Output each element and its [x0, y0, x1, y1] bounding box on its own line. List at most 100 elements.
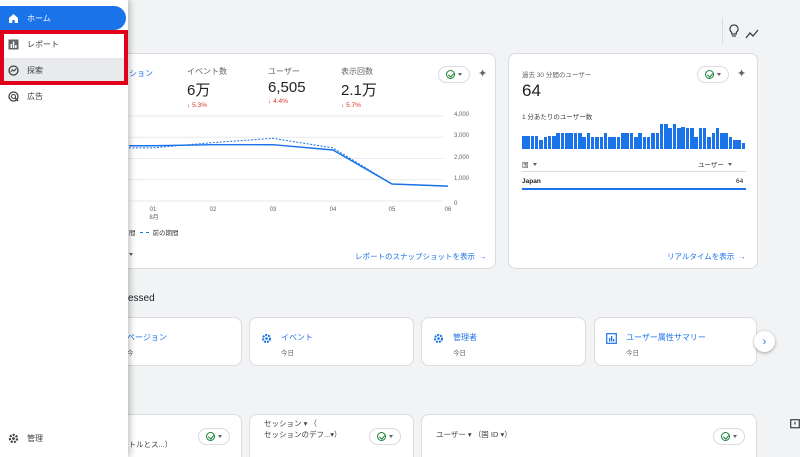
home-icon [7, 12, 19, 24]
sidebar-item-ads[interactable]: 広告 [0, 84, 126, 108]
bottom-card-users: ユーザー ▾ （国 ID ▾） [421, 414, 757, 457]
sidebar-item-reports[interactable]: レポート [0, 32, 126, 56]
recent-item-admin[interactable]: 管理者 今日 [421, 317, 586, 366]
per-minute-bar [599, 137, 604, 149]
compare-status-dropdown[interactable] [438, 66, 470, 83]
dimension-selector[interactable]: くイトルとス...） [121, 429, 173, 449]
per-minute-bar [534, 135, 539, 149]
x-tick-label: 04 [329, 207, 337, 213]
sidebar-item-label: 探索 [27, 65, 43, 75]
sidebar-item-label: レポート [27, 39, 59, 49]
y-tick-label: 2,000 [454, 154, 470, 161]
per-minute-bar [741, 143, 746, 149]
dimension-selector[interactable]: セッション ▾ （セッションのデフ...▾） [264, 419, 342, 439]
sidebar-item-label: 管理 [27, 433, 43, 443]
recent-item-sub: 今日 [281, 350, 294, 357]
per-minute-bar [668, 128, 672, 149]
recent-item-events[interactable]: イベント 今日 [249, 317, 414, 366]
legend-previous: 前の期間 [152, 230, 179, 237]
metric-views[interactable]: 表示回数 2.1万 ↓ 5.7% [341, 66, 377, 109]
per-minute-bar [539, 140, 543, 149]
sidebar-item-explore[interactable]: 探索 [0, 58, 126, 82]
per-minute-label: 1 分あたりのユーザー数 [522, 114, 593, 121]
users-column-header[interactable]: ユーザー [698, 159, 732, 169]
per-minute-bar [616, 137, 621, 149]
tab-label-partial[interactable]: ション [129, 69, 153, 78]
line-chart [129, 115, 449, 202]
per-minute-bar [595, 137, 599, 149]
per-minute-bar [552, 135, 556, 149]
per-minute-bar [733, 140, 737, 149]
sidebar: ホーム レポート 探索 広告 管理 [0, 0, 128, 457]
x-tick-label: 01 [149, 207, 157, 213]
metric-value: 2.1万 [341, 82, 377, 99]
view-realtime-link[interactable]: リアルタイムを表示 → [667, 252, 746, 261]
trend-icon[interactable] [745, 26, 759, 39]
per-minute-bar [685, 128, 690, 149]
bottom-card-sessions: セッション ▾ （セッションのデフ...▾） [249, 414, 414, 457]
per-minute-bar [590, 137, 595, 149]
sparkle-insights-icon[interactable]: ✦ [737, 68, 747, 80]
per-minute-bar [711, 132, 716, 149]
chart-legend: 間 前の期間 [129, 227, 179, 237]
per-minute-bar [737, 140, 741, 149]
per-minute-bar [638, 132, 642, 149]
chevron-down-icon [733, 435, 737, 438]
chevron-down-icon [218, 435, 222, 438]
bar-chart-icon [7, 38, 19, 50]
insights-lightbulb-icon[interactable] [728, 24, 740, 38]
arrow-down-icon: ↓ [341, 102, 347, 109]
metric-value: 6万 [187, 82, 211, 99]
per-minute-bar [634, 137, 638, 149]
y-tick-label: 0 [454, 201, 458, 207]
series-line-previous [129, 137, 449, 187]
metric-users[interactable]: ユーザー 6,505 ↓ 4.4% [268, 66, 306, 105]
sidebar-item-home[interactable]: ホーム [0, 6, 126, 30]
gear-icon [433, 331, 444, 343]
check-circle-icon [721, 432, 730, 441]
metric-events[interactable]: イベント数 6万 ↓ 5.3% [187, 66, 227, 109]
status-dropdown[interactable] [369, 428, 401, 445]
dimension-selector[interactable]: ユーザー ▾ （国 ID ▾） [436, 430, 512, 439]
x-tick-label: 02 [209, 207, 217, 213]
recent-item-title: 管理者 [453, 333, 477, 342]
recent-item-sub: 今日 [453, 350, 466, 357]
sparkle-insights-icon[interactable]: ✦ [478, 68, 488, 80]
view-snapshot-link[interactable]: レポートのスナップショットを表示 → [355, 252, 487, 261]
country-row-name: Japan [522, 178, 541, 185]
per-minute-bar [651, 132, 655, 149]
chevron-down-icon [727, 162, 732, 166]
top-bar [0, 0, 800, 52]
carousel-next-button[interactable]: › [754, 331, 775, 352]
per-minute-bar [664, 124, 668, 149]
country-column-header[interactable]: 国 [522, 159, 537, 169]
realtime-value: 64 [522, 81, 541, 100]
per-minute-bar [530, 135, 535, 149]
y-tick-label: 3,000 [454, 133, 470, 140]
check-circle-icon [377, 432, 386, 441]
per-minute-bar [547, 135, 552, 149]
chevron-down-icon [458, 73, 462, 76]
gear-icon [7, 432, 19, 444]
feedback-icon[interactable] [790, 418, 800, 430]
per-minute-bar [642, 137, 647, 149]
x-axis-month: 8月 [149, 215, 159, 221]
per-minute-bar [672, 124, 677, 149]
per-minute-bar [681, 126, 685, 149]
status-dropdown[interactable] [713, 428, 745, 445]
date-range-dropdown[interactable] [129, 253, 133, 256]
recent-item-sub: 今日 [626, 350, 639, 357]
y-tick-label: 1,000 [454, 175, 470, 182]
realtime-status-dropdown[interactable] [697, 66, 729, 83]
per-minute-bar [556, 132, 560, 149]
check-circle-icon [206, 432, 215, 441]
per-minute-bar [625, 132, 629, 149]
metric-delta: ↓ 5.3% [187, 102, 207, 109]
recent-item-demographics[interactable]: ユーザー属性サマリー 今日 [594, 317, 757, 366]
country-row-bar [522, 188, 746, 190]
realtime-card: 過去 30 分間のユーザー 64 ✦ 1 分あたりのユーザー数 国 ユーザー J… [508, 53, 758, 269]
ads-icon [7, 90, 19, 102]
x-tick-label: 06 [444, 207, 452, 213]
sidebar-item-admin[interactable]: 管理 [0, 426, 126, 450]
status-dropdown[interactable] [198, 428, 230, 445]
